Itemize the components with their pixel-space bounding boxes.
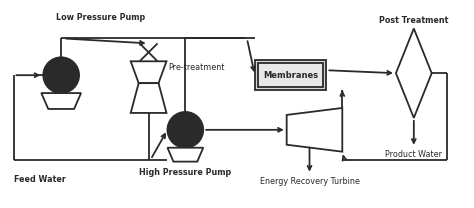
Bar (255, 60, 327, 90)
Text: Pre-treatment: Pre-treatment (168, 63, 225, 72)
Polygon shape (396, 28, 432, 118)
Circle shape (167, 112, 203, 148)
Bar (258, 63, 323, 87)
Text: Post Treatment: Post Treatment (379, 16, 448, 25)
Text: Low Pressure Pump: Low Pressure Pump (56, 13, 146, 22)
Circle shape (43, 57, 79, 93)
Text: High Pressure Pump: High Pressure Pump (139, 168, 231, 177)
Polygon shape (131, 61, 166, 83)
Polygon shape (287, 108, 342, 152)
Text: Membranes: Membranes (263, 71, 318, 80)
Text: Energy Recovery Turbine: Energy Recovery Turbine (260, 177, 359, 186)
Polygon shape (131, 83, 166, 113)
Polygon shape (167, 148, 203, 162)
Polygon shape (41, 93, 81, 109)
Text: Feed Water: Feed Water (13, 175, 65, 183)
Text: Product Water: Product Water (385, 150, 442, 159)
